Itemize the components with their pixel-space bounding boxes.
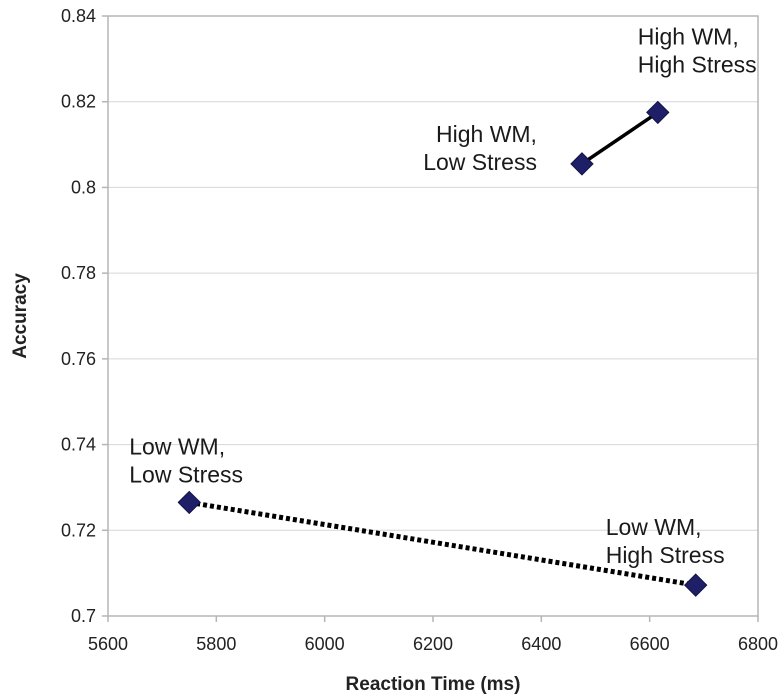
point-label: High WM, — [638, 23, 739, 49]
series-lines — [188, 110, 697, 588]
y-tick-label: 0.72 — [61, 520, 96, 540]
data-point-marker — [684, 573, 708, 597]
data-point-marker — [177, 490, 201, 515]
series-line — [580, 110, 659, 166]
x-tick-label: 5600 — [88, 634, 128, 654]
x-tick-label: 5800 — [196, 634, 236, 654]
y-axis-title: Accuracy — [10, 273, 31, 359]
x-axis-title: Reaction Time (ms) — [346, 674, 521, 695]
data-points — [177, 100, 708, 597]
x-tick-label: 6600 — [630, 634, 670, 654]
series-line — [188, 499, 697, 588]
point-label: Low WM, — [606, 514, 702, 540]
x-tick-label: 6000 — [305, 634, 345, 654]
gridlines — [108, 101, 758, 531]
y-tick-label: 0.8 — [71, 177, 96, 197]
point-label: Low WM, — [129, 433, 225, 459]
x-tick-label: 6200 — [413, 634, 453, 654]
point-label: Low Stress — [129, 461, 243, 487]
point-label: High WM, — [436, 121, 537, 147]
data-point-marker — [646, 100, 670, 125]
data-point-marker — [570, 152, 594, 176]
y-tick-label: 0.74 — [61, 435, 96, 455]
y-tick-label: 0.78 — [61, 263, 96, 283]
x-axis-ticks: 5600 5800 6000 6200 6400 6600 6800 — [88, 616, 778, 654]
x-tick-label: 6400 — [521, 634, 561, 654]
point-label: High Stress — [638, 51, 757, 77]
x-tick-label: 6800 — [738, 634, 778, 654]
y-tick-label: 0.84 — [61, 6, 96, 26]
point-label: Low Stress — [423, 149, 537, 175]
y-axis-ticks: 0.7 0.72 0.74 0.76 0.78 0.8 0.82 0.84 — [61, 6, 108, 626]
y-tick-label: 0.76 — [61, 349, 96, 369]
point-label: High Stress — [606, 542, 725, 568]
y-tick-label: 0.7 — [71, 606, 96, 626]
y-tick-label: 0.82 — [61, 92, 96, 112]
